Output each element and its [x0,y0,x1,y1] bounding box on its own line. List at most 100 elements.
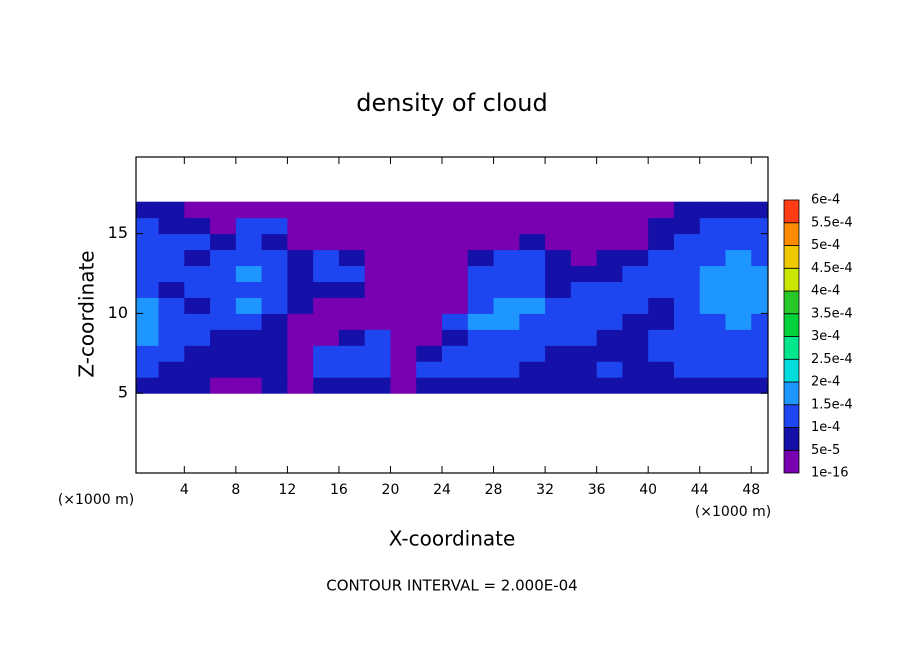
contour-cell [725,377,752,394]
contour-cell [751,217,768,235]
contour-cell [596,265,623,282]
contour-cell [287,345,314,362]
contour-cell [545,345,572,362]
contour-cell [751,313,768,330]
contour-cell [519,361,546,378]
contour-cell [519,297,546,314]
contour-cell [699,377,726,394]
contour-cell [390,233,417,251]
contour-cell [416,281,443,298]
contour-cell [158,217,185,235]
contour-cell [442,345,469,362]
contour-cell [235,345,263,362]
contour-cell [596,377,623,394]
contour-cell [287,361,314,378]
contour-cell [673,345,701,362]
contour-cell [210,217,237,235]
contour-cell [390,377,417,394]
contour-cell [570,361,598,378]
contour-field [136,201,768,394]
contour-cell [519,265,546,282]
contour-cell [235,377,263,394]
contour-cell [648,233,675,251]
contour-cell [596,297,623,314]
contour-cell [751,233,768,251]
contour-cell [622,281,649,298]
contour-cell [287,377,314,394]
contour-cell [235,281,263,298]
contour-cell [338,313,366,330]
contour-cell [493,249,520,267]
contour-cell [210,249,237,267]
contour-cell [261,377,288,394]
contour-cell [313,313,340,330]
contour-cell [313,297,340,314]
contour-cell [416,297,443,314]
colorbar-label: 4e-4 [811,284,840,299]
contour-cell [416,361,443,378]
contour-cell [390,313,417,330]
contour-cell [364,249,391,267]
contour-cell [210,329,237,346]
contour-cell [648,329,675,346]
contour-cell [493,297,520,314]
contour-cell [210,233,237,251]
contour-cell [751,281,768,298]
contour-cell [136,233,160,251]
contour-cell [673,361,701,378]
contour-cell [338,345,366,362]
contour-cell [210,265,237,282]
contour-cell [158,233,185,251]
contour-cell [725,233,752,251]
contour-cell [261,217,288,235]
contour-cell [570,313,598,330]
y-axis-label: Z-coordinate [75,250,99,377]
contour-cell [622,233,649,251]
contour-cell [751,297,768,314]
colorbar-label: 5e-4 [811,238,840,253]
contour-cell [158,329,185,346]
contour-cell [725,201,752,219]
contour-cell [364,217,391,235]
colorbar-box [783,290,800,315]
contour-cell [493,233,520,251]
contour-cell [493,265,520,282]
contour-cell [519,217,546,235]
contour-cell [416,233,443,251]
contour-cell [287,313,314,330]
contour-cell [648,249,675,267]
contour-cell [545,361,572,378]
contour-cell [725,265,752,282]
contour-cell [519,201,546,219]
x-tick-label: 16 [330,482,348,498]
contour-cell [136,265,160,282]
contour-cell [648,313,675,330]
contour-cell [699,361,726,378]
contour-cell [338,249,366,267]
contour-cell [493,377,520,394]
contour-cell [416,377,443,394]
contour-cell [390,345,417,362]
contour-cell [596,345,623,362]
contour-cell [442,361,469,378]
contour-cell [725,249,752,267]
contour-cell [648,361,675,378]
contour-cell [235,249,263,267]
contour-cell [596,281,623,298]
contour-cell [673,201,701,219]
contour-cell [136,201,160,219]
contour-cell [596,217,623,235]
contour-cell [364,297,391,314]
contour-cell [235,265,263,282]
contour-cell [467,361,495,378]
y-tick-label: 5 [118,383,128,402]
x-tick-label: 20 [382,482,400,498]
contour-cell [467,297,495,314]
contour-cell [648,265,675,282]
colorbar-label: 4.5e-4 [811,261,853,276]
contour-cell [751,249,768,267]
contour-cell [467,265,495,282]
contour-cell [442,249,469,267]
contour-cell [287,249,314,267]
